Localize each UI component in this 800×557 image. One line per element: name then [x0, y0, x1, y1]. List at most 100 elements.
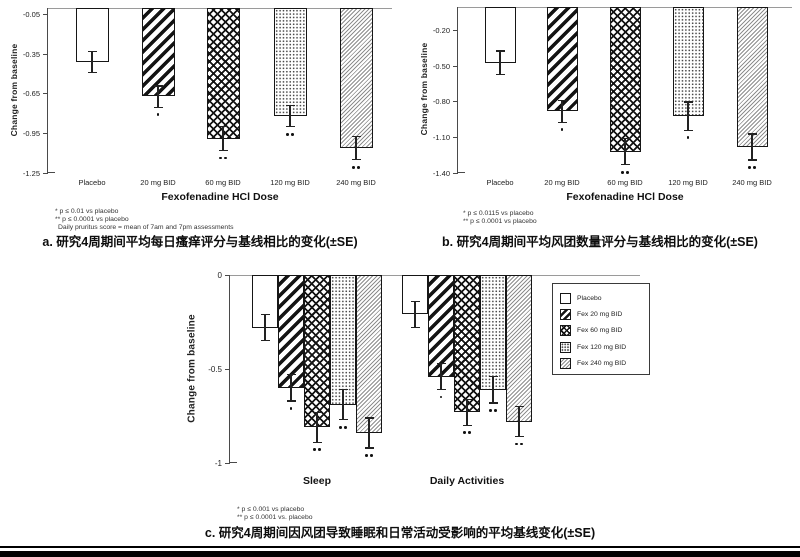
- y-tick-label: -1: [214, 458, 222, 468]
- x-tick-label: Placebo: [78, 178, 106, 187]
- legend-item: Fex 60 mg BID: [560, 323, 649, 339]
- error-bar: [751, 133, 753, 160]
- sig-dot: [357, 165, 361, 169]
- error-cap: [488, 376, 498, 378]
- error-cap: [364, 417, 374, 419]
- axis-bottom-stub: [48, 172, 55, 174]
- error-cap: [218, 150, 228, 152]
- y-tick: [453, 30, 458, 32]
- error-cap: [436, 389, 446, 391]
- error-bar: [624, 138, 626, 165]
- panel-caption-a: a. 研究4周期间平均每日瘙痒评分与基线相比的变化(±SE): [42, 235, 358, 249]
- sig-dot: [560, 128, 564, 131]
- error-cap: [514, 436, 524, 438]
- y-axis-line: [457, 7, 459, 173]
- bottom-rule: [0, 546, 800, 548]
- error-bar: [440, 363, 442, 390]
- error-cap: [87, 51, 97, 53]
- legend-label: Fex 240 mg BID: [577, 360, 627, 368]
- error-cap: [488, 402, 498, 404]
- error-cap: [747, 133, 757, 135]
- sig-dot: [285, 132, 289, 136]
- sig-dot: [364, 453, 368, 457]
- bar: [206, 8, 240, 139]
- y-tick: [43, 132, 48, 134]
- x-tick-label: 240 mg BID: [732, 178, 772, 187]
- error-bar: [342, 389, 344, 420]
- x-axis-title: Fexofenadine HCl Dose: [161, 191, 279, 203]
- error-cap: [514, 406, 524, 408]
- y-tick-label: -1.10: [432, 132, 450, 142]
- sig-dot: [156, 113, 160, 116]
- error-bar: [316, 412, 318, 443]
- y-tick-label: -0.05: [22, 10, 40, 20]
- error-cap: [747, 159, 757, 161]
- error-cap: [557, 100, 567, 102]
- x-tick-label: 60 mg BID: [607, 178, 643, 187]
- bar: [304, 275, 330, 428]
- sig-marker: [279, 406, 303, 410]
- sig-marker: [146, 113, 170, 116]
- sig-dot: [312, 448, 316, 452]
- error-cap: [462, 424, 472, 427]
- sig-dot: [462, 431, 466, 435]
- sig-dot: [338, 425, 342, 429]
- sig-marker: [481, 408, 505, 412]
- footnotes: * p ≤ 0.01 vs placebo ** p ≤ 0.0001 vs p…: [55, 208, 233, 232]
- sig-dot: [289, 406, 293, 410]
- footnote-line: ** p ≤ 0.0001 vs placebo: [55, 216, 129, 223]
- sig-dot: [370, 453, 374, 457]
- error-bar: [368, 417, 370, 448]
- error-cap: [260, 313, 270, 316]
- bottom-band: [0, 551, 800, 557]
- sig-marker: [278, 132, 302, 136]
- y-tick: [453, 136, 458, 139]
- x-tick-label: 20 mg BID: [544, 178, 580, 187]
- y-tick: [43, 14, 48, 16]
- error-cap: [410, 300, 420, 302]
- error-bar: [157, 85, 159, 107]
- legend-item: Placebo: [560, 290, 649, 306]
- x-tick-label: Placebo: [486, 178, 514, 187]
- x-tick-label: 120 mg BID: [668, 178, 708, 187]
- sig-dot: [620, 170, 624, 174]
- error-cap: [153, 85, 163, 87]
- sig-dot: [753, 165, 757, 169]
- sig-dot: [468, 431, 472, 435]
- bar: [454, 275, 480, 413]
- legend-item: Fex 20 mg BID: [560, 306, 649, 322]
- y-tick-label: -0.5: [208, 364, 222, 374]
- error-cap: [683, 101, 693, 103]
- error-bar: [414, 301, 416, 328]
- sig-dot: [747, 165, 751, 169]
- bar: [141, 8, 175, 97]
- group-label: Sleep: [302, 475, 331, 487]
- error-bar: [466, 399, 468, 426]
- axis-bottom-stub: [230, 462, 237, 464]
- legend-label: Placebo: [577, 294, 602, 302]
- footnote-line: * p ≤ 0.0115 vs placebo: [463, 210, 534, 217]
- bar: [480, 275, 506, 390]
- panel-caption-b: b. 研究4周期间平均风团数量评分与基线相比的变化(±SE): [442, 235, 758, 249]
- sig-marker: [550, 128, 574, 131]
- chart-panel-b: Change from baseline Fexofenadine HCl Do…: [400, 0, 800, 265]
- legend-swatch-crosshatch: [560, 325, 571, 337]
- error-cap: [462, 398, 472, 400]
- sig-dot: [626, 170, 630, 174]
- bar: [278, 275, 304, 388]
- sig-marker: [740, 165, 764, 169]
- legend-label: Fex 60 mg BID: [577, 327, 623, 335]
- error-bar: [518, 406, 520, 437]
- legend-label: Fex 120 mg BID: [577, 343, 627, 351]
- error-bar: [561, 100, 563, 123]
- y-tick-label: -1.40: [432, 168, 450, 178]
- error-cap: [153, 106, 163, 108]
- axis-bottom-stub: [458, 172, 465, 174]
- y-tick-label: 0: [217, 270, 222, 280]
- error-cap: [87, 72, 97, 74]
- sig-marker: [344, 165, 368, 169]
- bar: [330, 275, 356, 405]
- y-tick-label: -0.65: [22, 89, 40, 99]
- bar: [546, 7, 578, 112]
- footnotes: * p ≤ 0.001 vs placebo ** p ≤ 0.0001 vs.…: [237, 506, 313, 522]
